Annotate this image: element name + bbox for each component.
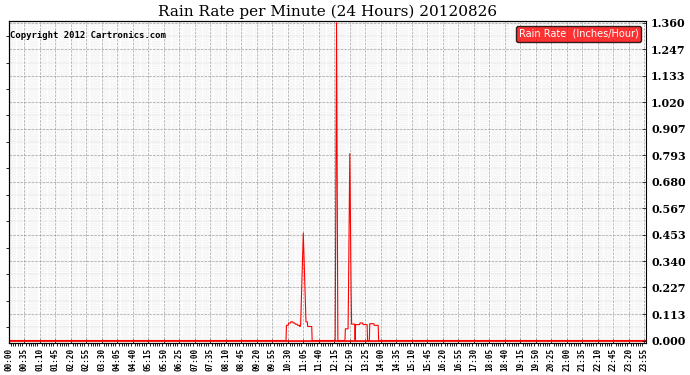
Text: Copyright 2012 Cartronics.com: Copyright 2012 Cartronics.com <box>10 31 166 40</box>
Legend: Rain Rate  (Inches/Hour): Rain Rate (Inches/Hour) <box>516 26 642 42</box>
Title: Rain Rate per Minute (24 Hours) 20120826: Rain Rate per Minute (24 Hours) 20120826 <box>158 4 497 18</box>
